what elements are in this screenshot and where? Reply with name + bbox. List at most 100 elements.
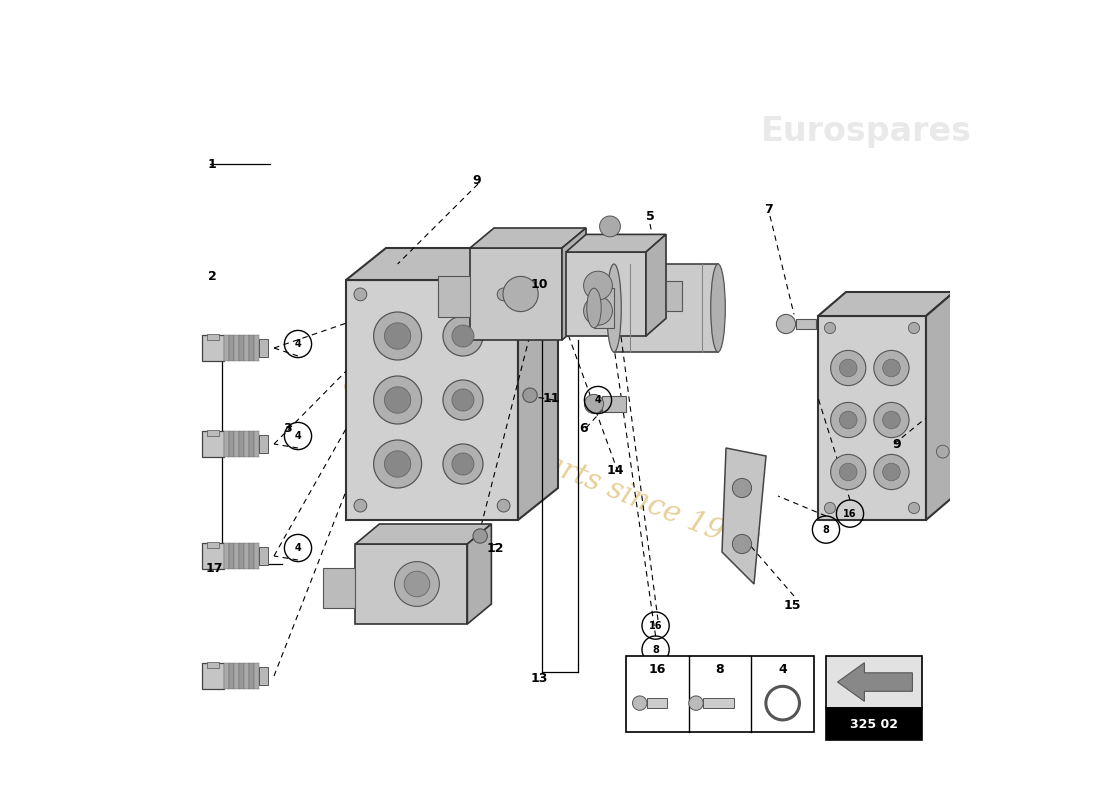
Bar <box>229 431 233 457</box>
Circle shape <box>936 445 949 458</box>
Text: 16: 16 <box>649 621 662 630</box>
Polygon shape <box>926 292 954 520</box>
Bar <box>260 547 268 565</box>
Bar <box>208 334 219 340</box>
Text: 10: 10 <box>531 278 548 290</box>
Text: 8: 8 <box>716 663 724 676</box>
Circle shape <box>354 499 366 512</box>
Circle shape <box>503 277 538 312</box>
Bar <box>826 656 922 708</box>
Text: 4: 4 <box>779 663 786 676</box>
Text: 17: 17 <box>206 562 222 574</box>
Bar <box>260 435 268 453</box>
Bar <box>594 288 614 328</box>
Bar <box>260 667 268 685</box>
Text: 325 02: 325 02 <box>850 718 898 730</box>
Text: 9: 9 <box>472 174 481 186</box>
Circle shape <box>733 478 751 498</box>
Bar <box>202 543 224 569</box>
Text: 15: 15 <box>783 599 801 612</box>
Bar <box>566 252 646 336</box>
Circle shape <box>374 312 421 360</box>
Text: 1: 1 <box>208 158 217 170</box>
Bar <box>234 431 239 457</box>
Text: 4: 4 <box>295 339 301 349</box>
Bar <box>234 335 239 361</box>
Bar <box>250 335 254 361</box>
Bar <box>202 335 224 361</box>
Bar <box>250 431 254 457</box>
Bar <box>202 431 224 457</box>
Bar <box>224 431 229 457</box>
Text: 16: 16 <box>649 663 666 676</box>
Text: 11: 11 <box>543 392 560 405</box>
Bar <box>239 431 244 457</box>
Bar <box>208 662 219 668</box>
Circle shape <box>584 394 604 414</box>
Text: 8: 8 <box>823 525 829 534</box>
Circle shape <box>632 696 647 710</box>
Circle shape <box>497 288 510 301</box>
Bar <box>254 543 258 569</box>
Polygon shape <box>468 524 492 624</box>
Circle shape <box>452 389 474 411</box>
Circle shape <box>452 325 474 347</box>
Bar <box>229 335 233 361</box>
Bar <box>647 698 667 708</box>
Text: 4: 4 <box>295 543 301 553</box>
Circle shape <box>395 562 439 606</box>
Bar <box>234 663 239 689</box>
Bar <box>239 543 244 569</box>
Text: a passion for parts since 1985: a passion for parts since 1985 <box>339 368 761 560</box>
Text: 7: 7 <box>764 203 773 216</box>
Circle shape <box>443 380 483 420</box>
Circle shape <box>522 388 537 402</box>
Bar <box>250 663 254 689</box>
Circle shape <box>824 322 836 334</box>
Bar <box>234 543 239 569</box>
Circle shape <box>374 376 421 424</box>
Polygon shape <box>355 524 492 544</box>
Text: 3: 3 <box>284 422 292 434</box>
Bar <box>470 248 562 340</box>
Circle shape <box>830 350 866 386</box>
Bar <box>244 335 249 361</box>
Circle shape <box>824 502 836 514</box>
Circle shape <box>839 359 857 377</box>
Circle shape <box>873 454 909 490</box>
Bar <box>260 339 268 357</box>
Text: 2: 2 <box>208 270 217 282</box>
Bar <box>602 396 626 412</box>
Circle shape <box>873 350 909 386</box>
Circle shape <box>384 450 410 477</box>
Circle shape <box>882 463 900 481</box>
Bar <box>229 543 233 569</box>
Text: Eurospares: Eurospares <box>760 115 971 149</box>
Circle shape <box>830 402 866 438</box>
Bar <box>254 335 258 361</box>
Bar <box>244 543 249 569</box>
Circle shape <box>452 453 474 475</box>
Ellipse shape <box>711 264 725 352</box>
Text: 6: 6 <box>580 422 587 434</box>
Circle shape <box>473 529 487 543</box>
Text: 5: 5 <box>646 210 654 222</box>
Text: 13: 13 <box>531 672 548 685</box>
Circle shape <box>882 411 900 429</box>
Bar <box>250 543 254 569</box>
Bar <box>626 656 814 732</box>
Bar <box>208 542 219 548</box>
Bar <box>323 568 355 608</box>
Circle shape <box>839 411 857 429</box>
Circle shape <box>600 216 620 237</box>
Bar <box>202 663 224 689</box>
Circle shape <box>497 499 510 512</box>
Circle shape <box>777 314 795 334</box>
Bar <box>795 319 815 329</box>
Text: 4: 4 <box>595 395 602 405</box>
Circle shape <box>873 402 909 438</box>
Circle shape <box>689 696 703 710</box>
Polygon shape <box>518 248 558 520</box>
Circle shape <box>882 359 900 377</box>
Polygon shape <box>470 228 586 248</box>
